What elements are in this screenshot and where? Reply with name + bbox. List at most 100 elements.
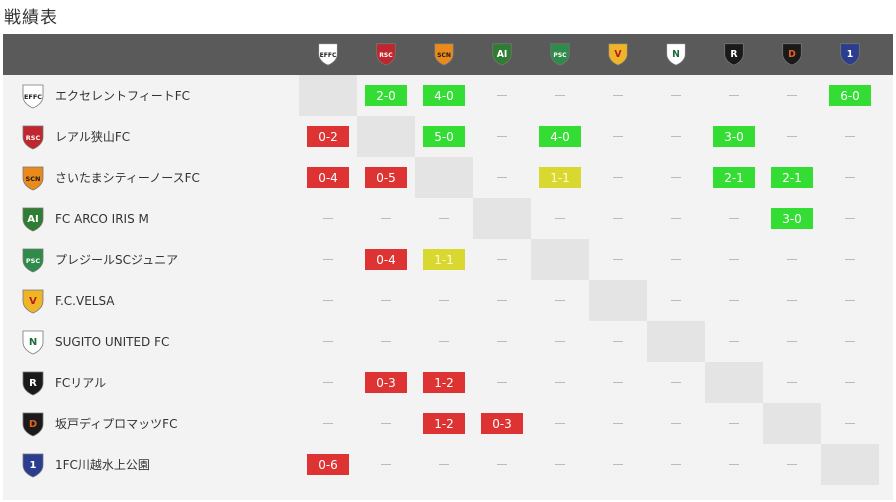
team-cell[interactable]: D 坂戸ディプロマッツFC	[19, 403, 177, 444]
score-badge[interactable]: 4-0	[423, 85, 465, 106]
score-badge[interactable]: 0-4	[365, 249, 407, 270]
dash-placeholder	[381, 300, 391, 301]
no-result-cell	[705, 444, 763, 485]
arco-iris-crest-icon: AI	[19, 205, 47, 233]
result-cell: 6-0	[821, 75, 879, 116]
table-row: V F.C.VELSA	[3, 280, 893, 321]
team-cell[interactable]: R FCリアル	[19, 362, 106, 403]
no-result-cell	[647, 198, 705, 239]
score-badge[interactable]: 0-3	[481, 413, 523, 434]
no-result-cell	[357, 403, 415, 444]
score-badge[interactable]: 1-1	[539, 167, 581, 188]
dash-placeholder	[613, 259, 623, 260]
team-cell[interactable]: PSC プレジールSCジュニア	[19, 239, 178, 280]
kawagoe-crest-icon: 1	[19, 451, 47, 479]
score-badge[interactable]: 6-0	[829, 85, 871, 106]
score-badge[interactable]: 0-4	[307, 167, 349, 188]
dash-placeholder	[323, 341, 333, 342]
svg-text:V: V	[29, 296, 37, 307]
svg-text:N: N	[29, 337, 37, 348]
no-result-cell	[357, 444, 415, 485]
team-cell[interactable]: SCN さいたまシティーノースFC	[19, 157, 200, 198]
result-cell: 1-1	[531, 157, 589, 198]
no-result-cell	[531, 403, 589, 444]
no-result-cell	[589, 157, 647, 198]
no-result-cell	[473, 239, 531, 280]
team-name: FC ARCO IRIS M	[55, 211, 149, 226]
dash-placeholder	[613, 136, 623, 137]
effc-crest-icon: EFFC	[19, 82, 47, 110]
team-cell[interactable]: V F.C.VELSA	[19, 280, 115, 321]
dash-placeholder	[845, 300, 855, 301]
score-badge[interactable]: 2-0	[365, 85, 407, 106]
svg-text:RSC: RSC	[379, 52, 393, 59]
score-badge[interactable]: 2-1	[771, 167, 813, 188]
score-badge[interactable]: 3-0	[713, 126, 755, 147]
dash-placeholder	[671, 177, 681, 178]
no-result-cell	[299, 280, 357, 321]
score-badge[interactable]: 1-1	[423, 249, 465, 270]
result-cell: 0-3	[473, 403, 531, 444]
self-match-cell	[705, 362, 763, 403]
dash-placeholder	[381, 464, 391, 465]
svg-text:EFFC: EFFC	[24, 93, 42, 101]
svg-text:PSC: PSC	[26, 257, 40, 265]
score-badge[interactable]: 0-3	[365, 372, 407, 393]
dash-placeholder	[497, 95, 507, 96]
svg-text:AI: AI	[27, 214, 38, 225]
no-result-cell	[705, 198, 763, 239]
dash-placeholder	[381, 423, 391, 424]
team-cell[interactable]: AI FC ARCO IRIS M	[19, 198, 149, 239]
table-row: RSC レアル狭山FC 0-2 5-0 4-0 3-0	[3, 116, 893, 157]
team-cell[interactable]: 1 1FC川越水上公園	[19, 444, 150, 485]
score-badge[interactable]: 2-1	[713, 167, 755, 188]
no-result-cell	[473, 321, 531, 362]
no-result-cell	[531, 362, 589, 403]
score-badge[interactable]: 1-2	[423, 413, 465, 434]
no-result-cell	[589, 116, 647, 157]
svg-text:EFFC: EFFC	[320, 52, 337, 59]
dash-placeholder	[671, 464, 681, 465]
page-title: 戦績表	[4, 8, 58, 28]
no-result-cell	[589, 321, 647, 362]
score-badge[interactable]: 0-2	[307, 126, 349, 147]
score-badge[interactable]: 1-2	[423, 372, 465, 393]
dash-placeholder	[497, 259, 507, 260]
svg-text:N: N	[672, 49, 680, 60]
dash-placeholder	[729, 218, 739, 219]
score-badge[interactable]: 5-0	[423, 126, 465, 147]
score-badge[interactable]: 3-0	[771, 208, 813, 229]
dash-placeholder	[671, 218, 681, 219]
no-result-cell	[647, 280, 705, 321]
dash-placeholder	[439, 464, 449, 465]
effc-crest-icon: EFFC	[315, 41, 341, 67]
no-result-cell	[473, 444, 531, 485]
self-match-cell	[763, 403, 821, 444]
result-cell: 1-2	[415, 362, 473, 403]
rsfc-shield-icon: RSC	[373, 41, 399, 67]
result-cell: 0-6	[299, 444, 357, 485]
result-cell: 3-0	[763, 198, 821, 239]
dash-placeholder	[439, 218, 449, 219]
no-result-cell	[299, 403, 357, 444]
dash-placeholder	[729, 464, 739, 465]
team-cell[interactable]: RSC レアル狭山FC	[19, 116, 130, 157]
no-result-cell	[647, 157, 705, 198]
score-badge[interactable]: 0-6	[307, 454, 349, 475]
score-badge[interactable]: 0-5	[365, 167, 407, 188]
fc-real-crest-icon: R	[19, 369, 47, 397]
result-cell: 0-2	[299, 116, 357, 157]
table-row: EFFC エクセレントフィートFC 2-0 4-0 6-0	[3, 75, 893, 116]
table-header: EFFC RSC SCN AI PSC V N R D 1	[3, 34, 893, 75]
sugito-crest-icon: N	[663, 41, 689, 67]
score-badge[interactable]: 4-0	[539, 126, 581, 147]
no-result-cell	[821, 403, 879, 444]
team-cell[interactable]: N SUGITO UNITED FC	[19, 321, 169, 362]
self-match-cell	[589, 280, 647, 321]
team-cell[interactable]: EFFC エクセレントフィートFC	[19, 75, 190, 116]
dash-placeholder	[613, 341, 623, 342]
dash-placeholder	[845, 382, 855, 383]
no-result-cell	[589, 198, 647, 239]
dash-placeholder	[729, 300, 739, 301]
dash-placeholder	[323, 423, 333, 424]
